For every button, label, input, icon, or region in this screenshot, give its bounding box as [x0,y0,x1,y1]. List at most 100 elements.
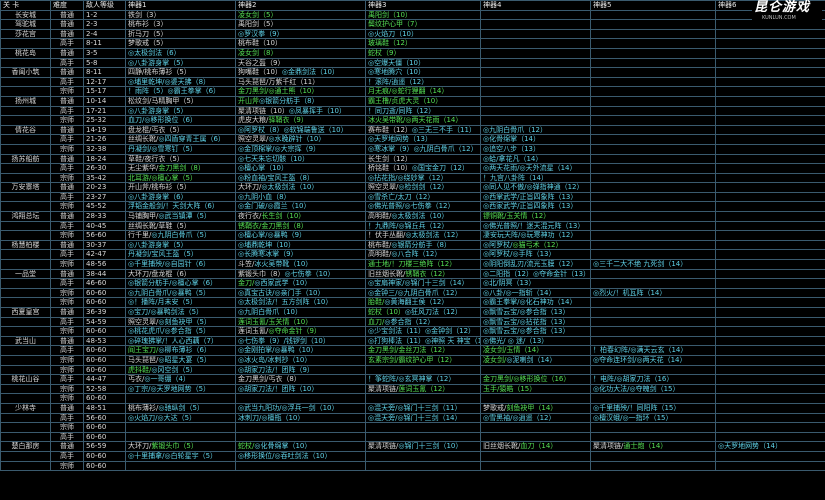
zone-cell [0,345,51,356]
artifact-cell [715,134,825,145]
artifact-cell [590,297,716,308]
artifact-cell: ◎追空八步（13） [480,143,591,155]
artifact-entry: 丹凝剑/◎雪寒钉（5） [128,144,197,153]
table-row: 高手 60-60 [0,431,825,443]
zone-cell: 倩花谷 [0,124,51,136]
artifact-cell: ◎金门破/◎霞兰（10） [235,201,366,213]
artifact-cell: 凌女剑/◎泥喇剑（14） [480,354,591,366]
artifact-cell: 禹阳剑（5） [235,19,366,30]
zone-cell [0,460,51,472]
artifact-cell [715,191,825,203]
enemy-level-cell: 3-5 [83,47,126,59]
artifact-cell: ◎移形换位/◎吞吐剑法（10） [235,450,366,462]
artifact-entry: 通士地/！刀楼三绝阵（12） [368,260,457,269]
artifact-entry: ◎拈花指/◎绕妙掌（12） [368,173,448,182]
artifact-cell: 金刀黑剑/丐衣（8） [235,374,366,385]
difficulty-cell: 宗师 [50,201,84,213]
difficulty-cell: 宗师 [50,326,84,337]
artifact-entry: 阎王宝刀/ [128,346,159,355]
artifact-cell: 凌女剑（8） [235,47,366,59]
artifact-entry: 旧丝烟长靴/ [368,269,406,278]
artifact-entry: 桃布薄衫/ [128,403,159,412]
artifact-entry: ◎泥喇剑（14） [506,355,557,364]
artifact-cell [715,259,825,270]
artifact-cell: ！九宫八卦阵（14） [480,172,591,184]
artifact-entry: ◎两天花雨/◎天外流星（14） [483,164,577,173]
artifact-cell: 无尘紫华/金刀黑剑（8） [125,163,236,174]
zone-cell [0,354,51,366]
table-row: 高手 8-11 梦歌戒（5） 桃布鞋（10） 玻璃鞋（12） [0,38,825,49]
artifact-entry: ◎！播阵/月未安（5） [128,298,197,307]
artifact-cell: 高明鞋/◎太极剑法（10） [365,211,481,222]
zone-cell [0,450,51,462]
artifact-entry: ◎三千二大不绝 九死剑（14） [593,260,688,269]
artifact-table: 关 卡 难度 敌人等级 神器1 神器2 神器3 神器4 神器5 神器6 长安城普… [0,0,825,472]
artifact-entry: 血刀/ [368,317,385,326]
artifact-cell [480,38,591,49]
zone-cell: 长安城 [0,9,51,21]
zone-cell [0,431,51,443]
zone-cell: 一品堂 [0,268,51,280]
difficulty-cell: 普通 [50,9,84,21]
artifact-cell: 血刀/◎参合指（12） [365,316,481,328]
artifact-cell: 胎鞋/◎黄海翻王侯（12） [365,297,481,308]
artifact-entry: 狗嘴鞋（10） [238,68,282,77]
artifact-entry: ◎驰纵剑（5） [158,403,204,412]
artifact-cell [590,316,716,328]
artifact-entry: 桃布衫（3） [128,20,168,29]
artifact-entry: 聚清项链/ [593,442,624,451]
artifact-entry: ◎太极剑法（10） [261,183,319,192]
artifact-entry: ◎宝刀/ [128,308,151,316]
artifact-entry: ◎移形换位/◎吞吐剑法（10） [238,451,332,460]
artifact-cell: 鬓纹护心甲（7） [365,19,481,30]
artifact-entry: 折马刀（5） [128,29,168,38]
artifact-cell [590,335,716,347]
artifact-cell [480,9,591,21]
artifact-entry: /钱锣剑（10） [283,336,330,345]
table-row: 宗师 60-60 [0,460,825,472]
artifact-entry: 金刀/ [238,279,255,288]
artifact-entry: ◎佛光普照/！迷天混元阵（13） [483,221,585,230]
artifact-entry: 金刀黑剑/◎通土熊（10） [238,87,319,96]
artifact-entry: ◎胡家刀法/！团阵（10） [238,384,319,393]
difficulty-cell: 普通 [50,153,84,165]
artifact-cell: ！伏手丛翻/◎太极剑法（12） [365,230,481,241]
enemy-level-cell: 60-60 [83,326,126,337]
artifact-cell [715,124,825,136]
artifact-cell: ◎北/阴冥（13） [480,278,591,289]
difficulty-cell: 宗师 [50,354,84,366]
difficulty-cell: 宗师 [50,259,84,270]
artifact-cell: 开山斧/桃布衫（5） [125,182,236,193]
artifact-cell [365,422,481,433]
header-cell: 敌人等级 [83,0,126,11]
difficulty-cell: 普通 [50,28,84,40]
table-row: 万安寨塔 普通 20-23 开山斧/桃布衫（5） 大环刀/◎太极剑法（10） 照空灵翠/◎… [0,182,825,193]
zone-cell: 杨慧柏楼 [0,239,51,251]
difficulty-cell: 宗师 [50,383,84,395]
table-row: 宗师 25-32 血刀/◎移形换位（6） 虎皮大粮/驿鞘衣（9） 冰火吴带靴/◎两天花雨… [0,115,825,126]
header-cell: 神器3 [365,0,481,11]
artifact-cell: ◎冰火岛/冰刺抄（10） [235,354,366,366]
artifact-cell: 盘龙棍/丐衣（5） [125,124,236,136]
artifact-cell [590,182,716,193]
table-row: 宗师 32-38 丹凝剑/◎雪寒钉（5） ◎金顶棉掌/◎大宗挥（9） ◎寒冰掌（9）◎九… [0,143,825,155]
artifact-entry: ◎烈火/！机瓦阵（14） [593,288,667,297]
artifact-entry: ◎打狗棒法（11） [368,336,426,345]
artifact-cell: ◎飘雪云宝/◎拈花指（13） [480,316,591,328]
artifact-entry: ◎太极剑法（12） [405,231,463,240]
difficulty-cell: 宗师 [50,86,84,97]
artifact-cell: 马铺胸甲/◎武当镇潭（5） [125,211,236,222]
artifact-cell: 月无痕/◎蛇行狸翻（14） [365,86,481,97]
artifact-cell [365,393,481,404]
difficulty-cell: 普通 [50,19,84,30]
table-row: 西夏皇宫 普通 36-39 ◎宝刀/◎暴鸭剑法（5） ◎九阴白骨爪（10） 蛇杖（10）◎… [0,307,825,318]
zone-cell: 万安寨塔 [0,182,51,193]
difficulty-cell: 高手 [50,278,84,289]
artifact-cell [235,422,366,433]
artifact-entry: ◎少宝剑法（11） [368,327,426,336]
artifact-cell [590,211,716,222]
artifact-cell: 斗笠/冰火吴带靴（10） [235,259,366,270]
zone-cell [0,297,51,308]
artifact-cell: ◎丁宗/◎天罗地网势（5） [125,383,236,395]
artifact-cell: ◎千里捕殃/！同阳阵（15） [590,402,716,414]
